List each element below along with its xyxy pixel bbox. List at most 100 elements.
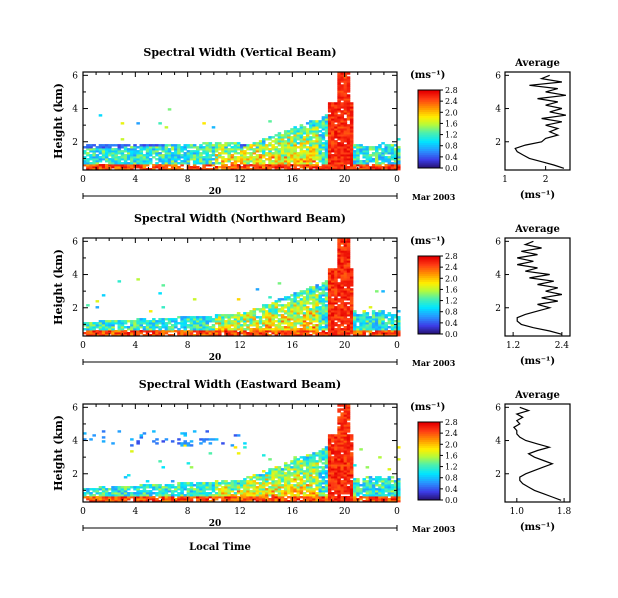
heatmap-cell bbox=[334, 150, 338, 153]
heatmap-cell bbox=[346, 284, 351, 287]
heatmap-cell bbox=[384, 146, 388, 149]
colorbar-segment bbox=[418, 492, 440, 495]
heatmap-cell bbox=[340, 150, 345, 153]
heatmap-cell bbox=[331, 328, 335, 331]
heatmap-cell bbox=[324, 300, 329, 303]
heatmap-cell bbox=[120, 322, 125, 325]
panel-eastward-beam: Spectral Width (Eastward Beam)0 4 8 12 16 20 0… bbox=[52, 378, 572, 553]
heatmap-cell bbox=[208, 318, 213, 321]
heatmap-cell bbox=[302, 312, 307, 315]
heatmap-cell bbox=[268, 312, 272, 315]
heatmap-cell bbox=[98, 332, 103, 335]
heatmap-cell bbox=[359, 320, 363, 323]
heatmap-cell bbox=[230, 168, 235, 171]
heatmap-cell bbox=[375, 168, 379, 171]
heatmap-cell bbox=[296, 468, 301, 471]
heatmap-cell bbox=[130, 332, 134, 335]
heatmap-cell bbox=[346, 84, 351, 87]
heatmap-cell bbox=[334, 472, 338, 475]
heatmap-cell bbox=[158, 122, 162, 125]
heatmap-cell bbox=[349, 300, 354, 303]
heatmap-cell bbox=[240, 326, 244, 329]
heatmap-cell bbox=[337, 330, 341, 333]
heatmap-cell bbox=[302, 140, 307, 143]
heatmap-cell bbox=[393, 150, 398, 153]
heatmap-cell bbox=[353, 144, 357, 147]
heatmap-cell bbox=[280, 136, 285, 139]
colorbar-segment bbox=[418, 300, 440, 304]
average-y-tick-label: 6 bbox=[495, 71, 501, 81]
heatmap-cell bbox=[265, 500, 269, 503]
heatmap-cell bbox=[252, 168, 257, 171]
heatmap-cell bbox=[346, 126, 351, 129]
heatmap-cell bbox=[349, 138, 354, 141]
heatmap-cell bbox=[208, 488, 213, 491]
heatmap-cell bbox=[324, 328, 329, 331]
heatmap-cell bbox=[252, 148, 257, 151]
heatmap-cell bbox=[353, 330, 357, 333]
heatmap-cell bbox=[334, 476, 338, 479]
heatmap-cell bbox=[346, 468, 351, 471]
heatmap-cell bbox=[227, 320, 231, 323]
heatmap-cell bbox=[318, 312, 323, 315]
heatmap-cell bbox=[371, 310, 376, 313]
heatmap-cell bbox=[349, 444, 354, 447]
heatmap-cell bbox=[343, 250, 348, 253]
heatmap-cell bbox=[117, 334, 122, 337]
heatmap-cell bbox=[321, 284, 326, 287]
colorbar-segment bbox=[418, 451, 440, 454]
heatmap-cell bbox=[312, 158, 316, 161]
heatmap-cell bbox=[161, 164, 166, 167]
heatmap-cell bbox=[296, 334, 301, 337]
heatmap-cell bbox=[334, 154, 338, 157]
heatmap-cell bbox=[393, 164, 398, 167]
heatmap-cell bbox=[161, 156, 166, 159]
heatmap-cell bbox=[290, 326, 294, 329]
heatmap-cell bbox=[92, 164, 96, 167]
heatmap-cell bbox=[252, 330, 257, 333]
heatmap-cell bbox=[343, 484, 348, 487]
heatmap-cell bbox=[340, 300, 345, 303]
heatmap-cell bbox=[261, 168, 266, 171]
heatmap-cell bbox=[315, 468, 319, 471]
heatmap-cell bbox=[240, 490, 244, 493]
heatmap-cell bbox=[130, 444, 134, 447]
heatmap-cell bbox=[177, 156, 181, 159]
heatmap-cell bbox=[337, 164, 341, 167]
heatmap-cell bbox=[133, 144, 137, 147]
heatmap-cell bbox=[211, 126, 216, 129]
heatmap-cell bbox=[343, 140, 348, 143]
heatmap-cell bbox=[249, 152, 253, 155]
heatmap-cell bbox=[130, 158, 134, 161]
heatmap-cell bbox=[249, 332, 253, 335]
heatmap-cell bbox=[309, 124, 313, 127]
heatmap-cell bbox=[390, 144, 395, 147]
heatmap-cell bbox=[246, 332, 250, 335]
heatmap-cell bbox=[340, 444, 345, 447]
heatmap-cell bbox=[145, 328, 150, 331]
heatmap-cell bbox=[346, 302, 351, 305]
heatmap-cell bbox=[240, 162, 244, 165]
heatmap-cell bbox=[343, 490, 348, 493]
heatmap-cell bbox=[327, 450, 332, 453]
heatmap-cell bbox=[271, 310, 275, 313]
heatmap-cell bbox=[324, 308, 329, 311]
heatmap-cell bbox=[261, 330, 266, 333]
heatmap-cell bbox=[324, 286, 329, 289]
heatmap-cell bbox=[356, 478, 360, 481]
heatmap-cell bbox=[218, 492, 222, 495]
heatmap-cell bbox=[318, 152, 323, 155]
heatmap-cell bbox=[334, 114, 338, 117]
heatmap-cell bbox=[381, 316, 385, 319]
colorbar-segment bbox=[418, 425, 440, 429]
heatmap-cell bbox=[331, 298, 335, 301]
heatmap-cell bbox=[95, 330, 100, 333]
heatmap-cell bbox=[331, 288, 335, 291]
heatmap-cell bbox=[236, 324, 241, 327]
heatmap-cell bbox=[164, 328, 169, 331]
heatmap-cell bbox=[375, 334, 379, 337]
heatmap-cell bbox=[114, 334, 118, 337]
heatmap-cell bbox=[290, 146, 294, 149]
heatmap-cell bbox=[302, 290, 307, 293]
